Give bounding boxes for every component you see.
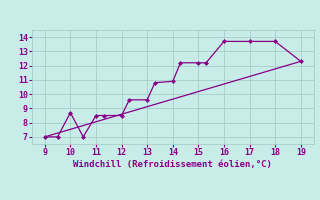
X-axis label: Windchill (Refroidissement éolien,°C): Windchill (Refroidissement éolien,°C) (73, 160, 272, 169)
